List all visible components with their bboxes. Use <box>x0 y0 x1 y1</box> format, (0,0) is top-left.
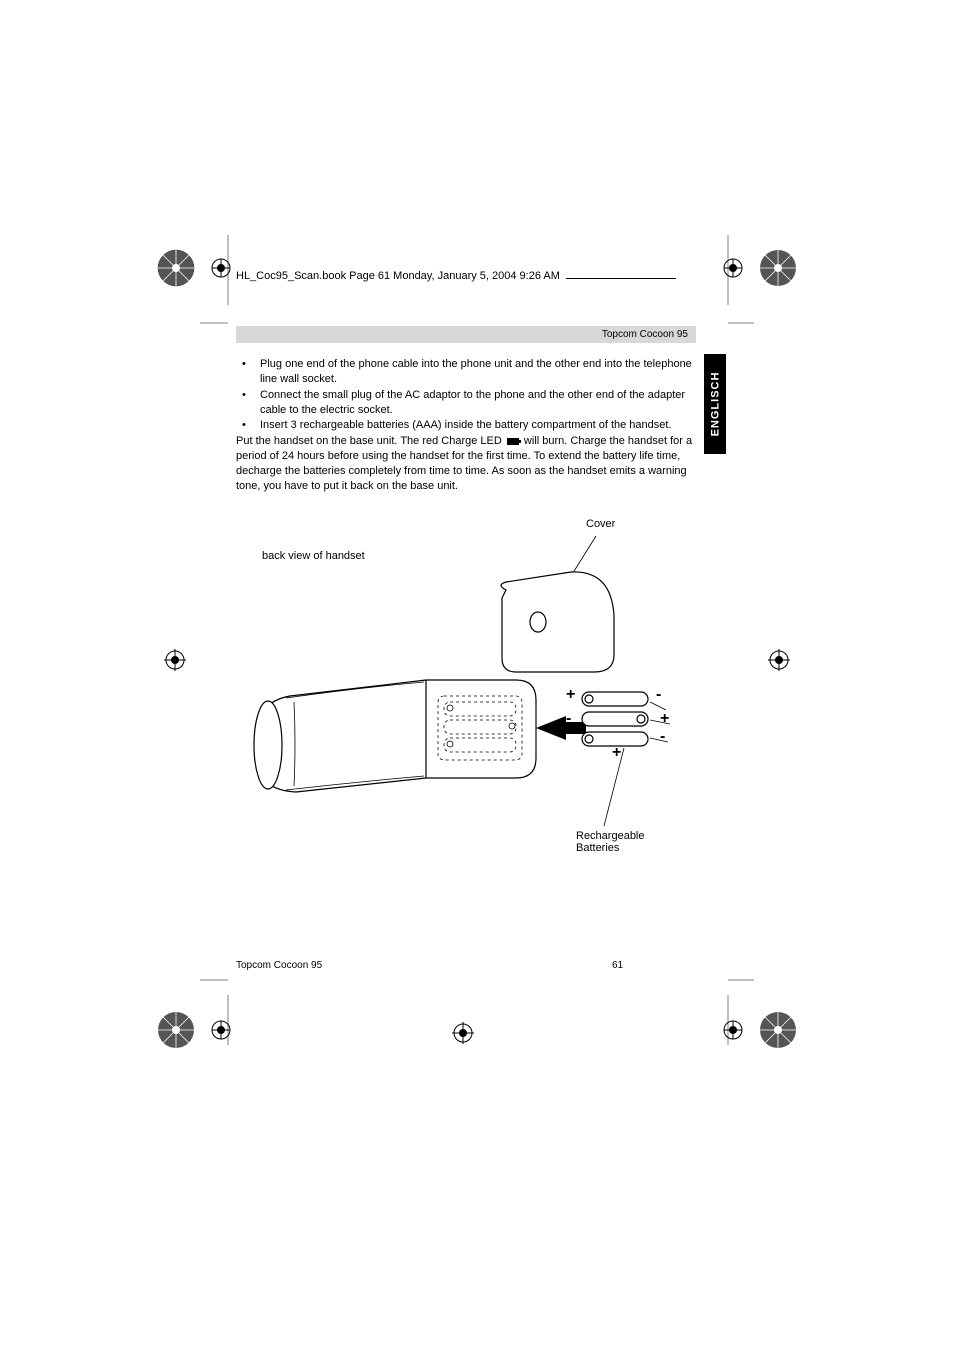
bullet-text: Insert 3 rechargeable batteries (AAA) in… <box>260 418 696 433</box>
back-view-label: back view of handset <box>262 550 365 562</box>
plus-sign: + <box>566 686 575 704</box>
instruction-list: • Plug one end of the phone cable into t… <box>236 357 696 433</box>
footer-page-number: 61 <box>612 960 623 971</box>
bullet-dot: • <box>236 418 260 433</box>
handset-diagram: Cover back view of handset Rechargeable … <box>236 510 696 890</box>
minus-sign: - <box>656 686 661 704</box>
para-line1-pre: Put the handset on the base unit. The re… <box>236 435 505 447</box>
footer-product: Topcom Cocoon 95 <box>236 960 322 971</box>
cover-label: Cover <box>586 518 615 530</box>
plus-sign: + <box>660 710 669 728</box>
battery-icon <box>507 438 519 445</box>
minus-sign: - <box>660 728 665 746</box>
para-line1-post: will burn. <box>521 435 567 447</box>
language-label: ENGLISCH <box>709 372 721 437</box>
bullet-item: • Connect the small plug of the AC adapt… <box>236 388 696 418</box>
crosshair-left <box>160 645 190 675</box>
bullet-dot: • <box>236 357 260 387</box>
bullet-text: Connect the small plug of the AC adaptor… <box>260 388 696 418</box>
batteries-label: Rechargeable Batteries <box>576 830 666 854</box>
paragraph: Put the handset on the base unit. The re… <box>236 434 696 493</box>
plus-sign: + <box>612 744 621 762</box>
bullet-dot: • <box>236 388 260 418</box>
bullet-item: • Plug one end of the phone cable into t… <box>236 357 696 387</box>
minus-sign: - <box>566 710 571 728</box>
crosshair-right <box>764 645 794 675</box>
language-tab: ENGLISCH <box>704 354 726 454</box>
running-head: HL_Coc95_Scan.book Page 61 Monday, Janua… <box>236 270 566 282</box>
product-title-bar: Topcom Cocoon 95 <box>236 326 696 343</box>
bullet-text: Plug one end of the phone cable into the… <box>260 357 696 387</box>
bullet-item: • Insert 3 rechargeable batteries (AAA) … <box>236 418 696 433</box>
